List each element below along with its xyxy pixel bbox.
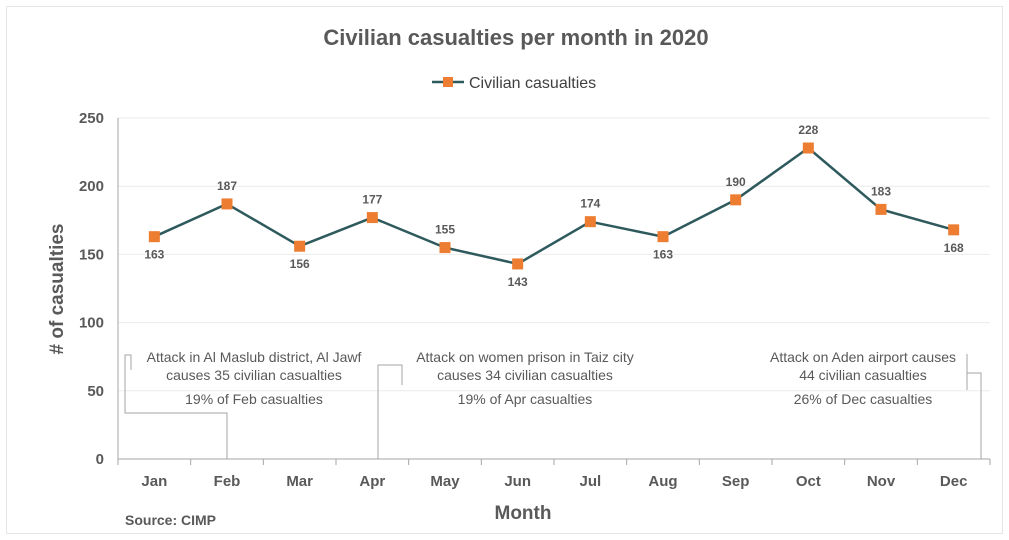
data-point-jun	[512, 258, 524, 270]
x-tick-label-jul: Jul	[579, 473, 601, 490]
annotation-apr-share: 19% of Apr casualties	[458, 391, 593, 407]
data-point-sep	[730, 194, 742, 206]
annotation-dec-leader	[966, 354, 982, 459]
x-axis-ticks: Jan Feb Mar Apr May Jun Jul Aug Sep Oct Nov Dec	[117, 459, 991, 490]
data-point-may	[439, 242, 451, 254]
data-label-jan: 163	[144, 248, 164, 262]
annotation-dec-share: 26% of Dec casualties	[794, 391, 933, 407]
data-label-oct: 228	[798, 123, 818, 137]
annotation-apr-line1: Attack on women prison in Taiz city	[416, 349, 634, 365]
y-tick-label-100: 100	[79, 315, 104, 332]
annotation-feb-share: 19% of Feb casualties	[185, 391, 323, 407]
legend-marker-swatch	[443, 77, 453, 87]
data-point-aug	[657, 231, 669, 243]
x-tick-label-jan: Jan	[141, 473, 167, 490]
x-tick-label-dec: Dec	[940, 473, 968, 490]
y-tick-label-0: 0	[96, 451, 104, 468]
data-label-mar: 156	[290, 257, 310, 271]
chart-frame	[6, 6, 1003, 534]
data-label-nov: 183	[871, 184, 891, 198]
data-label-apr: 177	[362, 193, 382, 207]
y-tick-label-150: 150	[79, 246, 104, 263]
x-tick-label-sep: Sep	[722, 473, 750, 490]
data-point-nov	[875, 203, 887, 215]
x-tick-label-jun: Jun	[504, 473, 531, 490]
x-tick-label-oct: Oct	[796, 473, 821, 490]
x-tick-label-feb: Feb	[214, 473, 241, 490]
data-label-aug: 163	[653, 248, 673, 262]
axes	[117, 118, 990, 460]
annotation-dec-line2: 44 civilian casualties	[799, 367, 927, 383]
data-label-dec: 168	[944, 241, 964, 255]
series-line	[153, 146, 955, 266]
data-label-jul: 174	[580, 197, 600, 211]
legend-label: Civilian casualties	[469, 75, 596, 92]
data-point-dec	[948, 224, 960, 236]
data-point-jul	[584, 216, 596, 228]
data-label-sep: 190	[726, 175, 746, 189]
y-axis-title: # of casualties	[47, 224, 68, 355]
x-axis-title: Month	[495, 503, 552, 524]
annotation-dec-line1: Attack on Aden airport causes	[770, 349, 956, 365]
x-tick-label-aug: Aug	[648, 473, 677, 490]
x-tick-label-may: May	[430, 473, 460, 490]
data-label-jun: 143	[508, 275, 528, 289]
x-tick-label-nov: Nov	[867, 473, 896, 490]
y-axis-ticks: 0 50 100 150 200 250	[79, 110, 104, 468]
data-point-jan	[148, 231, 160, 243]
chart-title: Civilian casualties per month in 2020	[323, 25, 708, 50]
x-tick-label-apr: Apr	[359, 473, 385, 490]
source-note: Source: CIMP	[125, 512, 216, 528]
data-point-mar	[294, 240, 306, 252]
y-tick-label-200: 200	[79, 178, 104, 195]
data-point-feb	[221, 198, 233, 210]
annotation-apr-line2: causes 34 civilian casualties	[437, 367, 613, 383]
data-label-feb: 187	[217, 179, 237, 193]
series-civilian-casualties: 163 187 156 177 155 143 174 163 190 228 183 168	[144, 123, 964, 289]
y-tick-label-250: 250	[79, 110, 104, 127]
data-point-oct	[802, 142, 814, 154]
gridlines	[118, 117, 990, 392]
legend: Civilian casualties	[432, 75, 596, 92]
annotation-apr-leader	[377, 364, 403, 459]
data-point-apr	[366, 212, 378, 224]
annotations: Attack in Al Maslub district, Al Jawf cau…	[124, 349, 982, 459]
annotation-feb-line2: causes 35 civilian casualties	[166, 367, 342, 383]
y-tick-label-50: 50	[87, 383, 104, 400]
data-label-may: 155	[435, 223, 455, 237]
annotation-feb-line1: Attack in Al Maslub district, Al Jawf	[147, 349, 362, 365]
x-tick-label-mar: Mar	[286, 473, 313, 490]
annotation-feb-leader	[124, 354, 228, 459]
